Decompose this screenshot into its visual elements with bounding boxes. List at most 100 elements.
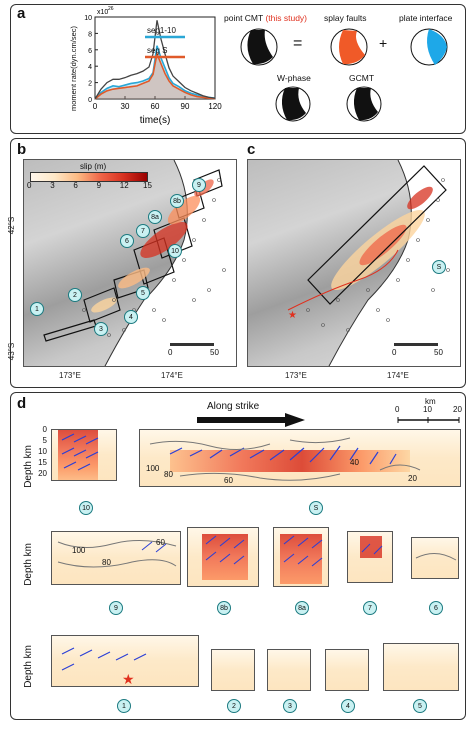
km-tick-10: 10 xyxy=(423,405,432,414)
segment-label-9: 9 xyxy=(109,601,123,615)
fault-label-1: 1 xyxy=(30,302,44,316)
panel-c-label: c xyxy=(247,141,256,158)
y-tick-label: 10 xyxy=(84,15,92,22)
slip-model-4 xyxy=(325,649,369,691)
fault-label-s: S xyxy=(432,260,446,274)
y-multiplier: x10 xyxy=(97,9,108,16)
colorbar-tick: 12 xyxy=(119,181,129,190)
panel-bc: b c xyxy=(7,138,466,388)
x-tick-label: 30 xyxy=(121,102,130,111)
contour-9-100: 100 xyxy=(72,546,86,555)
fault-label-7: 7 xyxy=(136,224,150,238)
x-tick-label: 120 xyxy=(208,102,222,111)
slip-vectors-s xyxy=(149,437,421,481)
contour-s-80: 80 xyxy=(164,470,173,479)
series-line-0 xyxy=(94,45,216,100)
map-c: ★ S 0 50 xyxy=(247,159,461,367)
fault-label-5: 5 xyxy=(136,286,150,300)
contour-s-20: 20 xyxy=(408,474,417,483)
colorbar-tick: 6 xyxy=(73,181,78,190)
depth-label-row2: Depth km xyxy=(23,543,34,586)
km-tick-0: 0 xyxy=(395,405,400,414)
panel-b-label: b xyxy=(17,141,27,158)
gcmt-label: GCMT xyxy=(349,73,375,83)
slip-vectors-10 xyxy=(61,433,99,471)
map-b: slip (m) 0 3 6 9 12 15 0 50 1 2 3 4 5 6 7 8a … xyxy=(23,159,237,367)
slip-label: slip (m) xyxy=(80,162,107,171)
splay-faults-label: splay faults xyxy=(324,13,367,23)
y-tick-label: 8 xyxy=(88,31,92,38)
slip-model-s: 100 80 60 40 20 xyxy=(139,429,461,487)
legend-label-1: seg S xyxy=(147,46,167,55)
segment-label-10: 10 xyxy=(79,501,93,515)
panel-a: a 0 30 60 90 120 0 2 4 6 8 10 x10 26 time(s) seg1-10 se… xyxy=(10,4,466,134)
x-tick-label: 60 xyxy=(151,102,160,111)
slip-vectors-8b xyxy=(205,535,245,565)
legend-label-0: seg1-10 xyxy=(147,26,176,35)
point-cmt-label: point CMT xyxy=(224,13,264,23)
y-tick-label: 2 xyxy=(88,81,92,88)
contour-s-60: 60 xyxy=(224,476,233,485)
svg-text:★: ★ xyxy=(122,671,135,687)
row1-ytick-10: 10 xyxy=(38,447,47,456)
lon-label-b-174: 174°E xyxy=(161,371,183,380)
slip-vectors-7 xyxy=(361,543,383,555)
series-line-2 xyxy=(94,20,216,100)
slip-model-7 xyxy=(347,531,393,583)
lat-label-43: 43°S xyxy=(7,342,17,361)
beachball-point-cmt-icon xyxy=(240,28,278,66)
slip-model-1: ★ xyxy=(51,635,199,687)
slip-vectors-8a xyxy=(283,535,323,567)
slip-model-8b xyxy=(187,527,259,587)
slip-model-9: 100 80 60 xyxy=(51,531,181,585)
segment-label-1: 1 xyxy=(117,699,131,713)
y-tick-label: 0 xyxy=(88,97,92,104)
fault-label-4: 4 xyxy=(124,310,138,324)
slip-model-5 xyxy=(383,643,459,691)
beachball-wphase-icon xyxy=(275,86,311,122)
slip-model-6 xyxy=(411,537,459,579)
point-cmt-title: point CMT (this study) xyxy=(224,13,307,23)
row1-ytick-5: 5 xyxy=(42,436,47,445)
slip-colorbar xyxy=(30,172,148,182)
contour-s-40: 40 xyxy=(350,458,359,467)
slip-model-10 xyxy=(51,429,117,481)
contour-9-80: 80 xyxy=(102,558,111,567)
beachball-plate-icon xyxy=(410,28,448,66)
contours-9 xyxy=(57,539,177,568)
slip-vectors-1: ★ xyxy=(61,647,147,687)
km-tick-20: 20 xyxy=(453,405,462,414)
contour-s-100: 100 xyxy=(146,464,160,473)
moment-rate-ylabel: moment rate(dyn.cm/sec) xyxy=(69,25,78,111)
equals-sign: = xyxy=(293,35,303,52)
lon-label-c-174: 174°E xyxy=(387,371,409,380)
segment-label-6: 6 xyxy=(429,601,443,615)
depth-label-row3: Depth km xyxy=(23,645,34,688)
segment-label-7: 7 xyxy=(363,601,377,615)
moment-rate-chart: 0 30 60 90 120 0 2 4 6 8 10 x10 26 time(s) seg1-10 seg … xyxy=(84,6,222,126)
panel-d-label: d xyxy=(17,395,27,412)
fault-label-10: 10 xyxy=(168,244,182,258)
slip-model-2 xyxy=(211,649,255,691)
fault-label-3: 3 xyxy=(94,322,108,336)
slip-model-3 xyxy=(267,649,311,691)
x-tick-label: 90 xyxy=(181,102,190,111)
lon-label-b-173: 173°E xyxy=(59,371,81,380)
contour-9-60: 60 xyxy=(156,538,165,547)
plate-interface-label: plate interface xyxy=(399,13,453,23)
fault-label-6: 6 xyxy=(120,234,134,248)
scalebar-c-50: 50 xyxy=(434,348,443,357)
colorbar-tick: 9 xyxy=(96,181,102,190)
along-strike-label: Along strike xyxy=(207,401,260,412)
segment-label-4: 4 xyxy=(341,699,355,713)
along-strike-arrow-icon xyxy=(197,413,305,427)
fault-label-8a: 8a xyxy=(148,210,162,224)
segment-label-8a: 8a xyxy=(295,601,309,615)
contours-6 xyxy=(415,553,457,561)
colorbar-tick: 15 xyxy=(143,181,152,190)
row1-ytick-20: 20 xyxy=(38,469,47,478)
y-tick-label: 4 xyxy=(88,64,92,71)
segment-label-3: 3 xyxy=(283,699,297,713)
beachball-splay-icon xyxy=(330,28,368,66)
wphase-label: W-phase xyxy=(277,73,311,83)
